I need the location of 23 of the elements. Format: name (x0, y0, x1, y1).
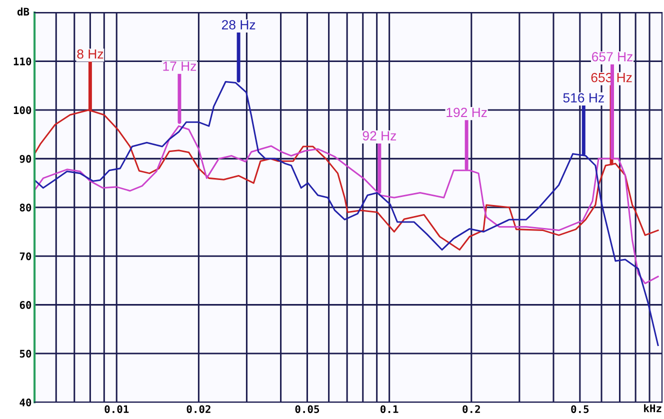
y-tick-label: 100 (14, 106, 32, 114)
annotation: 28 Hz (222, 20, 256, 30)
y-axis-title: dB (17, 8, 30, 16)
x-tick-label: 0.01 (104, 405, 129, 414)
y-tick-label: 90 (20, 154, 32, 163)
y-tick-label: 110 (14, 58, 32, 66)
annotation: 92 Hz (362, 131, 396, 140)
x-tick-label: 0.5 (571, 405, 589, 414)
x-tick-label: 0.05 (295, 405, 320, 414)
y-tick-label: 80 (20, 204, 32, 212)
annotation: 17 Hz (163, 62, 196, 71)
y-tick-label: 60 (20, 301, 32, 309)
y-tick-label: 40 (20, 398, 32, 406)
annotation: 516 Hz (563, 93, 604, 103)
x-axis-title: kHz (644, 404, 662, 412)
x-tick-label: 0.02 (186, 405, 210, 414)
annotation: 192 Hz (446, 108, 487, 118)
x-tick-label: 0.2 (462, 405, 480, 414)
annotation: 657 Hz (592, 52, 633, 62)
annotation: 8 Hz (77, 49, 104, 59)
y-tick-label: 70 (20, 252, 32, 260)
y-tick-label: 50 (20, 350, 32, 358)
x-tick-label: 0.1 (380, 405, 398, 414)
